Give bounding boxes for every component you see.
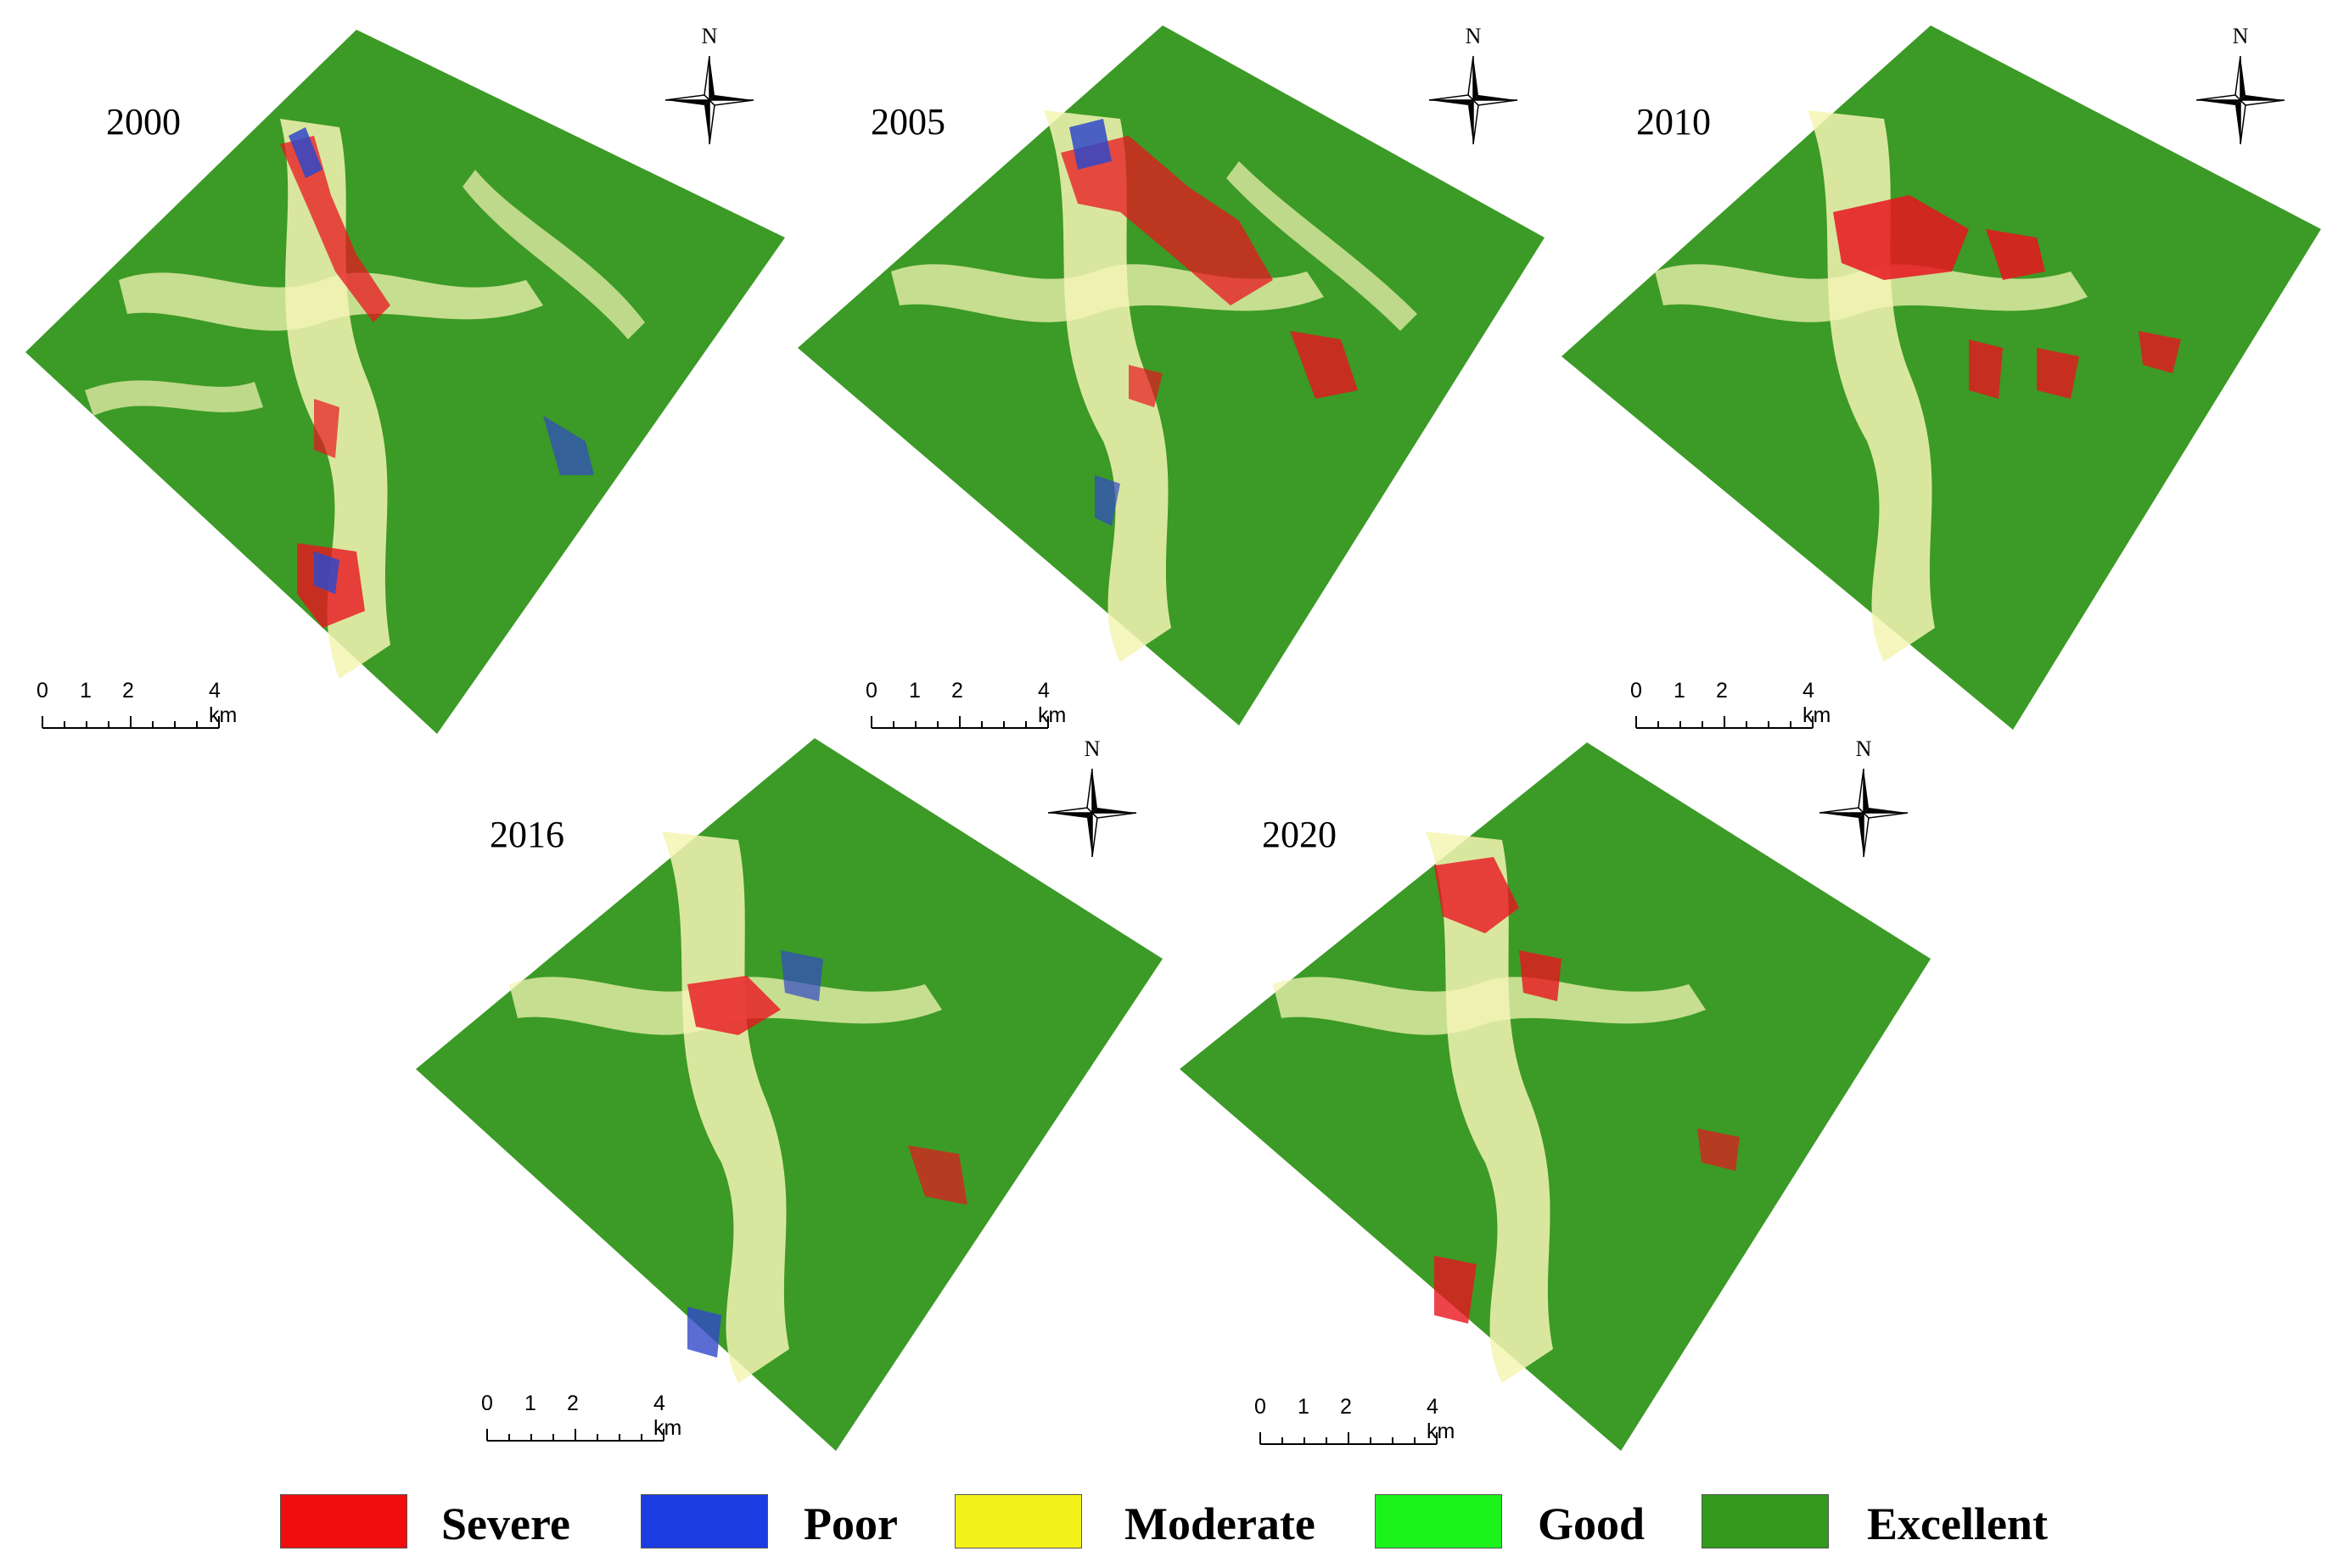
panel-year: 2020	[1262, 814, 1337, 855]
panel-year: 2016	[490, 814, 564, 855]
north-arrow-icon: N	[1041, 736, 1143, 864]
legend-swatch	[1375, 1494, 1502, 1548]
north-arrow-icon: N	[2189, 24, 2291, 151]
map-panel-2010: 2010 N 0 1 2 4 km	[1528, 0, 2338, 747]
north-label: N	[2232, 24, 2249, 48]
panel-year: 2010	[1636, 101, 1711, 143]
legend-swatch	[1702, 1494, 1829, 1548]
legend-label: Good	[1538, 1498, 1646, 1549]
scale-tick-label: 1	[1298, 1395, 1309, 1419]
legend-label: Excellent	[1867, 1498, 2048, 1549]
scale-tick-label: 0	[36, 679, 48, 703]
scale-tick-label: 4 km	[1803, 679, 1831, 727]
scale-tick-label: 2	[1340, 1395, 1352, 1419]
scale-bar: 0 1 2 4 km	[479, 1392, 682, 1451]
legend-label: Moderate	[1124, 1498, 1315, 1549]
map-2000	[25, 30, 785, 734]
scale-tick-label: 4 km	[1427, 1395, 1455, 1443]
scale-tick-label: 0	[1630, 679, 1642, 703]
map-panel-2020: 2020 N 0 1 2 4 km	[1154, 730, 1969, 1476]
scale-tick-label: 0	[866, 679, 877, 703]
map-2005	[798, 25, 1545, 725]
scale-tick-label: 0	[1254, 1395, 1266, 1419]
scale-tick-label: 2	[122, 679, 134, 703]
scale-tick-label: 1	[1674, 679, 1685, 703]
map-2020	[1180, 742, 1931, 1451]
scale-tick-label: 4 km	[209, 679, 238, 727]
scale-tick-label: 4 km	[1038, 679, 1067, 727]
panel-year: 2000	[106, 101, 181, 143]
scale-tick-label: 1	[80, 679, 92, 703]
scale-tick-label: 0	[481, 1392, 493, 1415]
legend-label: Severe	[441, 1498, 570, 1549]
scale-bar: 0 1 2 4 km	[34, 679, 238, 738]
legend-swatch	[641, 1494, 768, 1548]
panel-year: 2005	[871, 101, 945, 143]
legend-swatch	[280, 1494, 407, 1548]
scale-tick-label: 2	[951, 679, 963, 703]
north-label: N	[1855, 736, 1872, 761]
legend-label: Poor	[804, 1498, 898, 1549]
legend-swatch	[955, 1494, 1082, 1548]
north-label: N	[1465, 24, 1482, 48]
scale-bar: 0 1 2 4 km	[863, 679, 1067, 738]
scale-bar: 0 1 2 4 km	[1628, 679, 1831, 738]
map-2010	[1561, 25, 2321, 730]
scale-tick-label: 2	[567, 1392, 579, 1415]
scale-bar: 0 1 2 4 km	[1252, 1395, 1455, 1454]
north-arrow-icon: N	[1813, 736, 1915, 864]
map-2016	[416, 738, 1163, 1451]
scale-tick-label: 2	[1716, 679, 1728, 703]
scale-tick-label: 1	[909, 679, 921, 703]
map-panel-2005: 2005 N 0 1 2 4 km	[764, 0, 1578, 747]
legend: Severe Poor Moderate Good Excellent	[0, 1489, 2338, 1557]
map-panel-2016: 2016 N 0 1 2 4 km	[382, 730, 1197, 1476]
north-label: N	[1084, 736, 1101, 761]
north-arrow-icon: N	[659, 24, 760, 151]
north-label: N	[701, 24, 718, 48]
scale-tick-label: 4 km	[653, 1392, 682, 1440]
north-arrow-icon: N	[1422, 24, 1524, 151]
map-panel-2000: 2000 N 0 1 2 4 km	[0, 0, 815, 747]
scale-tick-label: 1	[524, 1392, 536, 1415]
